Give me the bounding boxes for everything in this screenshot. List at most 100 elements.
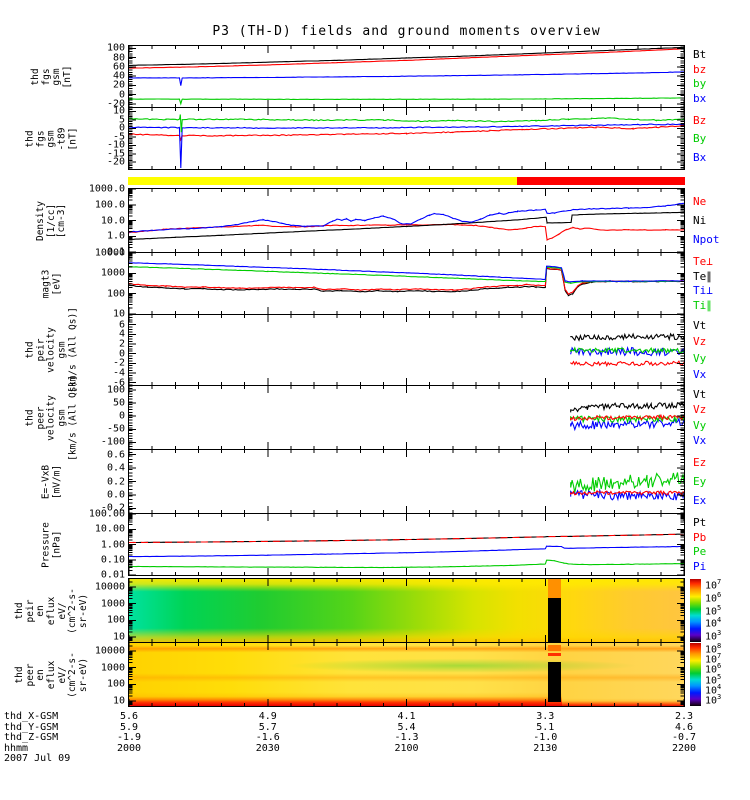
- y-axis-label: magt3 [eV]: [40, 269, 62, 298]
- y-tick-label: 10.0: [100, 215, 125, 226]
- right-gutter-efield: Ez Ey Ex: [685, 449, 750, 514]
- axis-ticks: [129, 315, 684, 385]
- y-axis-efield: E=-VxB [mV/m] 0.6 0.4 0.2 0.0 -0.2: [0, 449, 128, 514]
- ephemeris-value: 4.1: [397, 711, 416, 722]
- bottom-row-label: thd_Z-GSM: [4, 732, 59, 743]
- series-Vt: [570, 332, 684, 342]
- y-tick-label: 2: [118, 338, 125, 350]
- y-tick-label: -20: [106, 156, 125, 168]
- y-tick-label: 0.0: [106, 489, 125, 501]
- legend-entry-Vx: Vx: [693, 368, 707, 382]
- legend-entry-Vt: Vt: [693, 318, 707, 332]
- spectrogram-layer: [548, 644, 562, 652]
- series-Ti⊥: [129, 262, 684, 283]
- y-tick-label: 10: [112, 105, 125, 117]
- series-Vx: [570, 416, 684, 432]
- y-tick-label: 1000: [100, 267, 125, 279]
- colorbar: [690, 579, 701, 642]
- colorbar-label: 105: [705, 672, 722, 686]
- legend-entry-Vy: Vy: [693, 418, 707, 432]
- y-tick-label: 5: [118, 114, 125, 126]
- plot-area-magt3: [128, 252, 685, 315]
- legend-entry-Ey: Ey: [693, 475, 707, 488]
- colorbar-label: 104: [705, 616, 722, 630]
- legend-pressure: Pt Pb Pe Pi: [693, 513, 706, 576]
- y-tick-label: 20: [112, 79, 125, 91]
- series-Vz: [570, 360, 684, 368]
- time-label: 2000: [116, 742, 142, 754]
- y-axis-density: Density [1/cc] [cm-3] 1000.0 100.0 10.0 1.0 0…: [0, 184, 128, 258]
- legend-entry-Vt: Vt: [693, 388, 707, 402]
- bottom-row-label: hhmm: [4, 742, 29, 754]
- legend-entry-Pb: Pb: [693, 530, 707, 544]
- plot-area-fgs-gsm-t89: [128, 107, 685, 170]
- plot-canvas-fgs-gsm-t89: [129, 108, 684, 169]
- y-tick-label: 1000: [100, 662, 125, 674]
- legend-entry-Bt: Bt: [693, 47, 707, 61]
- colorbar-label: 108: [705, 642, 722, 656]
- plot-area-mode-bar: [128, 177, 685, 185]
- series-Npot: [129, 202, 684, 233]
- y-tick-label: -50: [106, 423, 125, 435]
- legend-entry-Pt: Pt: [693, 515, 707, 529]
- y-tick-label: 100: [106, 42, 125, 54]
- legend-entry-Bx: Bx: [693, 150, 707, 164]
- spectrogram-layer: [548, 579, 562, 598]
- y-tick-label: -10: [106, 139, 125, 151]
- spectrogram-layer: [129, 643, 562, 706]
- series-Bx: [129, 123, 684, 169]
- legend-entry-Npot: Npot: [693, 233, 720, 246]
- y-tick-label: 10000: [94, 247, 125, 259]
- y-tick-label: 0.6: [106, 449, 125, 461]
- panel-fgs-gsm: thd fgs gsm [nT] 100 80 60 40 20 0 -20 Bt bz by bx: [0, 42, 750, 109]
- panel-mode-bar: [0, 177, 750, 185]
- plot-area-efield: [128, 449, 685, 514]
- y-tick-label: 100: [106, 614, 125, 626]
- colorbar-label: 104: [705, 682, 722, 697]
- series-Pe: [129, 559, 684, 569]
- right-gutter-density: Ne Ni Npot: [685, 188, 750, 253]
- legend-entry-Ne: Ne: [693, 195, 707, 208]
- y-axis-fgs-gsm-t89: thd fgs gsm -t89 [nT] 10 5 0 -5 -10 -15 -20: [0, 105, 128, 170]
- legend-entry-Ti⊥: Ti⊥: [693, 284, 713, 298]
- legend-efield: Ez Ey Ex: [693, 449, 706, 514]
- y-tick-label: 1.0: [106, 230, 125, 242]
- plot-canvas-density: [129, 189, 684, 252]
- panel-peer-velocity: thd peer velocity gsm [km/s (All Qs)] 100…: [0, 375, 750, 461]
- y-tick-label: 0: [118, 122, 125, 134]
- y-axis-peir-eflux: thd peir en eflux eV/ (cm^2-s- sr-eV) 100…: [0, 578, 128, 643]
- time-label: 2200: [671, 742, 697, 754]
- y-tick-label: -5: [112, 131, 125, 143]
- y-axis-peer-eflux: thd peer en eflux eV/ (cm^2-s- sr-eV) 100…: [0, 642, 128, 707]
- legend-entry-Te⊥: Te⊥: [693, 254, 713, 268]
- panel-fgs-gsm-t89: thd fgs gsm -t89 [nT] 10 5 0 -5 -10 -15 -20 Bz By…: [0, 105, 750, 170]
- legend-entry-bz: bz: [693, 62, 707, 76]
- legend-fgs-gsm-t89: Bz By Bx: [693, 107, 706, 170]
- spectrogram-layer: [129, 579, 684, 642]
- right-gutter-peir-velocity: Vt Vz Vy Vx: [685, 314, 750, 386]
- spectrogram-layer: [561, 643, 684, 706]
- date-label: 2007 Jul 09: [4, 753, 71, 764]
- title-row: P3 (TH-D) fields and ground moments over…: [0, 0, 750, 45]
- panel-pressure: Pressure [nPa] 100.00 10.00 1.00 0.10 0.01 Pt P…: [0, 509, 750, 581]
- series-Bz: [129, 125, 684, 142]
- plot-canvas-peer-velocity: [129, 386, 684, 449]
- colorbar-label: 107: [705, 578, 722, 592]
- legend-entry-Ti∥: Ti∥: [693, 299, 712, 313]
- y-axis-peer-velocity: thd peer velocity gsm [km/s (All Qs)] 100…: [0, 375, 128, 461]
- panel-magt3: magt3 [eV] 10000 1000 100 10 Te⊥ Te∥ Ti⊥ Ti∥: [0, 248, 750, 320]
- ephemeris-value: 5.9: [119, 721, 139, 733]
- legend-entry-Te∥: Te∥: [693, 269, 712, 283]
- colorbar-label: 106: [705, 590, 722, 605]
- mode-bar-segment: [516, 177, 685, 185]
- y-tick-label: 0: [118, 410, 125, 422]
- y-tick-label: -4: [112, 367, 125, 379]
- legend-entry-Vx: Vx: [693, 433, 707, 447]
- panel-density: Density [1/cc] [cm-3] 1000.0 100.0 10.0 1.0 0…: [0, 184, 750, 258]
- y-axis-pressure: Pressure [nPa] 100.00 10.00 1.00 0.10 0.01: [0, 509, 128, 581]
- y-tick-label: 100.0: [94, 199, 125, 211]
- plot-area-peir-eflux: [128, 578, 685, 643]
- y-axis-label: Density [1/cc] [cm-3]: [35, 200, 68, 241]
- ephemeris-value: 5.1: [536, 721, 555, 733]
- time-label: 2100: [394, 742, 419, 754]
